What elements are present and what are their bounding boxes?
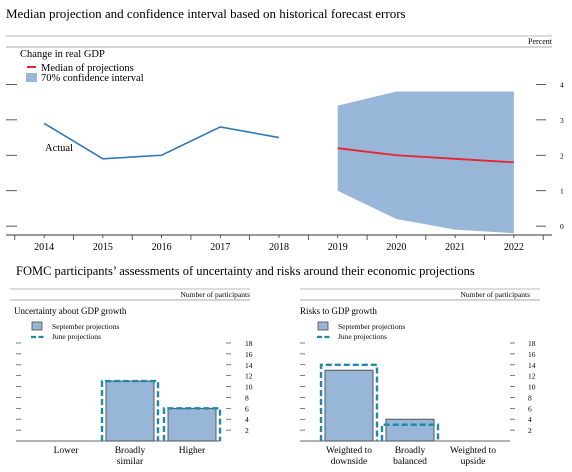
y-tick-label-18: 18 [528, 339, 536, 348]
y-tick-label-18: 18 [245, 339, 253, 348]
x-tick-label-2016: 2016 [152, 242, 172, 253]
y-tick-label-10: 10 [528, 383, 536, 392]
y-tick-label-16: 16 [245, 350, 253, 359]
top-plot: 0 1 2 3 4 2014 2015 2016 2017 2018 2019 2020 2021 202… [6, 80, 564, 253]
y-tick-label-4: 4 [528, 415, 532, 424]
y-tick-label-14: 14 [528, 361, 536, 370]
actual-gdp-line [43, 122, 280, 160]
y-tick-label-8: 8 [245, 393, 249, 402]
left-panel-title: Uncertainty about GDP growth [14, 306, 127, 316]
y-tick-label-12: 12 [528, 372, 536, 381]
right-legend-june-label: June projections [338, 332, 387, 341]
category-label-broadly-balanced: Broadly [395, 446, 426, 456]
left-legend-june-label: June projections [52, 332, 101, 341]
category-label-weighted-to-downside-line2: downside [331, 457, 367, 467]
y-tick-label-2: 2 [245, 426, 249, 435]
y-tick-label-16: 16 [528, 350, 536, 359]
x-tick-label-2021: 2021 [445, 242, 465, 253]
left-unit-label: Number of participants [180, 290, 250, 299]
category-label-broadly-similar: Broadly [115, 446, 146, 456]
x-tick-label-2019: 2019 [328, 242, 348, 253]
right-panel-title: Risks to GDP growth [300, 306, 377, 316]
legend-median-label: Median of projections [41, 63, 134, 74]
x-tick-label-2015: 2015 [93, 242, 113, 253]
category-label-lower: Lower [54, 446, 80, 456]
y-tick-label-1: 1 [560, 187, 564, 196]
left-legend-sept-swatch [31, 321, 43, 331]
top-unit-label: Percent [528, 37, 553, 46]
x-tick-label-2017: 2017 [210, 242, 230, 253]
june-outline-broadly-similar [100, 379, 160, 441]
right-unit-label: Number of participants [460, 290, 530, 299]
y-tick-label-12: 12 [245, 372, 253, 381]
y-tick-label-6: 6 [245, 404, 249, 413]
bottom-title: FOMC participants’ assessments of uncert… [16, 264, 475, 278]
x-tick-label-2020: 2020 [386, 242, 406, 253]
right-legend-sept-swatch [317, 321, 329, 331]
september-bar-higher [167, 407, 217, 442]
y-tick-label-10: 10 [245, 383, 253, 392]
y-tick-label-14: 14 [245, 361, 253, 370]
y-tick-label-3: 3 [560, 116, 564, 125]
left-legend-sept-label: September projections [52, 322, 119, 331]
september-bar-broadly-similar [105, 380, 155, 442]
x-tick-label-2018: 2018 [269, 242, 289, 253]
category-label-broadly-balanced-line2: balanced [393, 457, 427, 467]
confidence-band [337, 91, 514, 234]
category-label-weighted-to-upside-line2: upside [461, 457, 486, 467]
top-subtitle: Change in real GDP [20, 49, 105, 60]
y-tick-label-6: 6 [528, 404, 532, 413]
category-label-weighted-to-upside: Weighted to [450, 446, 496, 456]
category-label-higher: Higher [179, 446, 206, 456]
y-tick-label-4: 4 [245, 415, 249, 424]
legend-band-swatch [26, 73, 37, 82]
category-label-broadly-similar-line2: similar [117, 457, 144, 467]
september-bar-broadly-balanced [385, 418, 435, 442]
y-tick-label-0: 0 [560, 222, 564, 231]
september-bar-weighted-to-downside [324, 369, 374, 442]
actual-annotation: Actual [45, 143, 73, 154]
june-outline-higher [162, 407, 222, 441]
right-legend-sept-label: September projections [338, 322, 405, 331]
y-tick-label-2: 2 [560, 151, 564, 160]
y-tick-label-4: 4 [560, 80, 564, 89]
y-tick-label-8: 8 [528, 393, 532, 402]
median-projection-line [337, 147, 514, 164]
category-label-weighted-to-downside: Weighted to [326, 446, 372, 456]
top-title: Median projection and confidence interva… [6, 6, 406, 21]
legend-band-label: 70% confidence interval [41, 73, 144, 84]
x-tick-label-2014: 2014 [34, 242, 54, 253]
june-outline-weighted-to-downside [319, 363, 379, 441]
y-tick-label-2: 2 [528, 426, 532, 435]
x-tick-label-2022: 2022 [504, 242, 524, 253]
